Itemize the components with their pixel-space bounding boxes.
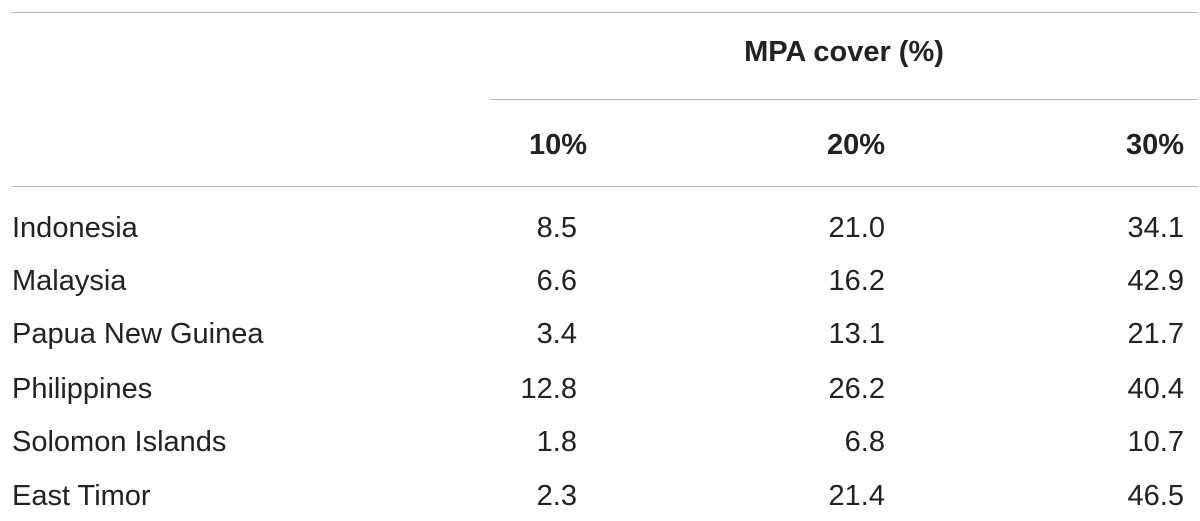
row-label-solomon-islands: Solomon Islands <box>12 426 227 458</box>
cell-indonesia-20: 21.0 <box>828 212 885 244</box>
group-header-mpa-cover: MPA cover (%) <box>744 36 944 68</box>
cell-philippines-30: 40.4 <box>1127 373 1184 405</box>
row-label-malaysia: Malaysia <box>12 265 127 297</box>
cell-malaysia-10: 6.6 <box>536 265 577 297</box>
table-top-rule <box>12 12 1198 13</box>
cell-malaysia-30: 42.9 <box>1127 265 1184 297</box>
cell-solomon-islands-20: 6.8 <box>844 426 885 458</box>
row-label-papua-new-guinea: Papua New Guinea <box>12 318 264 350</box>
cell-philippines-10: 12.8 <box>520 373 577 405</box>
cell-east-timor-30: 46.5 <box>1127 480 1184 512</box>
cell-papua-new-guinea-30: 21.7 <box>1127 318 1184 350</box>
column-header-30: 30% <box>1125 129 1184 161</box>
row-label-east-timor: East Timor <box>12 480 151 512</box>
cell-indonesia-30: 34.1 <box>1127 212 1184 244</box>
cell-indonesia-10: 8.5 <box>536 212 577 244</box>
cell-papua-new-guinea-10: 3.4 <box>536 318 577 350</box>
cell-philippines-20: 26.2 <box>828 373 885 405</box>
cell-solomon-islands-30: 10.7 <box>1127 426 1184 458</box>
column-header-20: 20% <box>826 129 885 161</box>
column-header-10: 10% <box>528 129 587 161</box>
cell-malaysia-20: 16.2 <box>828 265 885 297</box>
cell-papua-new-guinea-20: 13.1 <box>828 318 885 350</box>
cell-solomon-islands-10: 1.8 <box>536 426 577 458</box>
row-label-philippines: Philippines <box>12 373 153 405</box>
cell-east-timor-10: 2.3 <box>536 480 577 512</box>
cell-east-timor-20: 21.4 <box>828 480 885 512</box>
header-bottom-rule <box>12 186 1198 187</box>
group-header-rule <box>490 99 1198 100</box>
row-label-indonesia: Indonesia <box>12 212 138 244</box>
